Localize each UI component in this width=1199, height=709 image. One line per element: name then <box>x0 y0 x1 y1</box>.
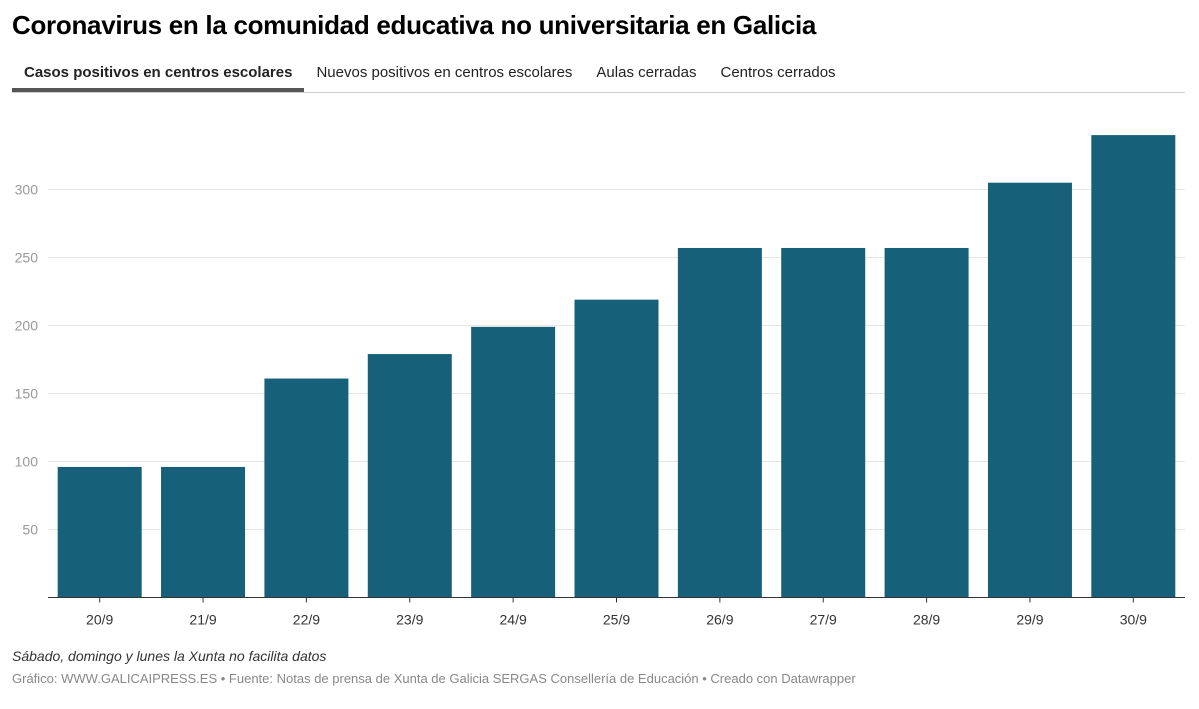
bar <box>677 247 762 598</box>
bar <box>471 326 556 598</box>
chart-credit: Gráfico: WWW.GALICAIPRESS.ES • Fuente: N… <box>12 671 856 686</box>
y-tick-label: 150 <box>15 386 39 402</box>
bar <box>161 466 246 598</box>
y-tick-label: 250 <box>15 250 39 266</box>
tab-centros-cerrados[interactable]: Centros cerrados <box>720 64 836 81</box>
bar <box>264 378 349 598</box>
bar <box>57 466 142 598</box>
tab-bar: Casos positivos en centros escolares Nue… <box>12 58 1185 93</box>
tab-aulas-cerradas[interactable]: Aulas cerradas <box>596 64 697 81</box>
x-tick-label: 27/9 <box>810 612 837 628</box>
x-tick-label: 26/9 <box>706 612 733 628</box>
chart-note: Sábado, domingo y lunes la Xunta no faci… <box>12 648 327 664</box>
y-tick-label: 50 <box>22 522 38 538</box>
x-tick-label: 23/9 <box>396 612 423 628</box>
x-tick-label: 24/9 <box>500 612 527 628</box>
bar-chart: 50 100 150 200 250 300 20/9 21/9 22/9 23/9 24/9 25/… <box>15 135 1185 628</box>
bar <box>367 354 452 598</box>
x-tick-label: 21/9 <box>189 612 216 628</box>
tab-casos-positivos[interactable]: Casos positivos en centros escolares <box>12 58 305 92</box>
y-tick-label: 100 <box>15 454 39 470</box>
bar <box>1091 135 1176 598</box>
bar <box>781 247 866 598</box>
x-tick-label: 30/9 <box>1120 612 1147 628</box>
chart-title: Coronavirus en la comunidad educativa no… <box>12 10 817 40</box>
x-tick-label: 22/9 <box>293 612 320 628</box>
bar <box>987 182 1072 598</box>
bar <box>884 247 969 598</box>
x-tick-label: 20/9 <box>86 612 113 628</box>
y-tick-label: 300 <box>15 182 39 198</box>
x-tick-label: 29/9 <box>1016 612 1043 628</box>
bar <box>574 299 659 598</box>
x-tick-label: 25/9 <box>603 612 630 628</box>
y-tick-label: 200 <box>15 318 39 334</box>
x-tick-label: 28/9 <box>913 612 940 628</box>
tab-nuevos-positivos[interactable]: Nuevos positivos en centros escolares <box>316 64 573 81</box>
